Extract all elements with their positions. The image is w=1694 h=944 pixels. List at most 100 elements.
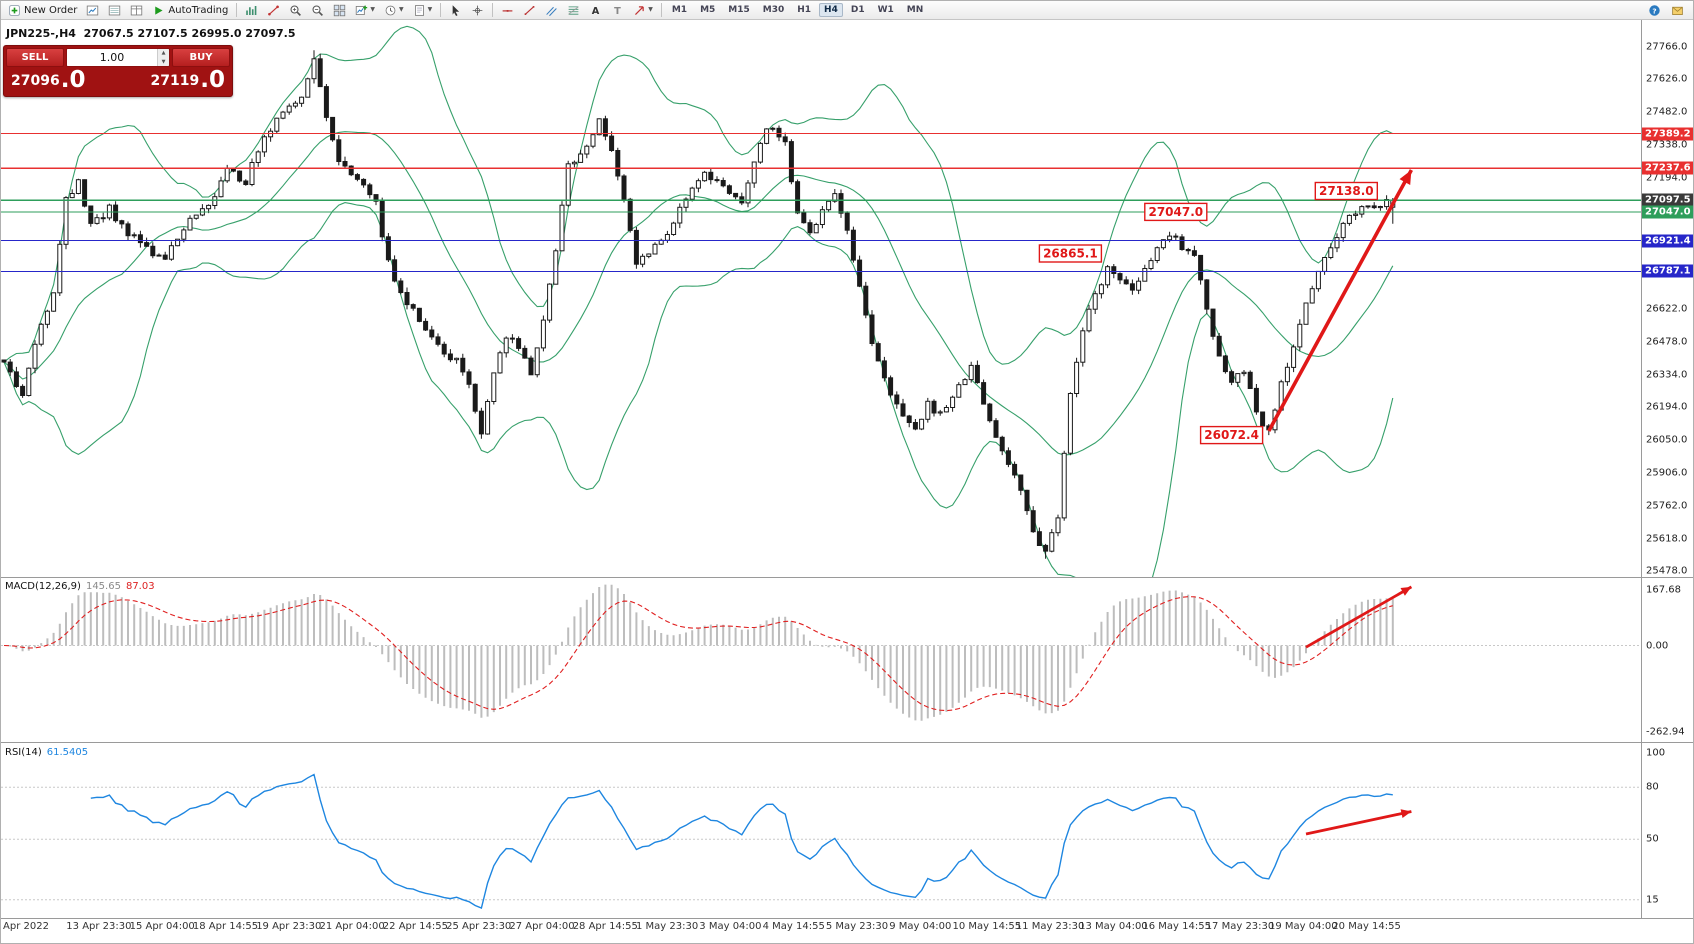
timeframe-mn-button[interactable]: MN	[906, 5, 924, 15]
price-line-label: 27097.5	[1642, 193, 1693, 207]
time-axis-label: 19 May 04:00	[1269, 921, 1338, 932]
rsi-trend-arrow[interactable]	[1305, 809, 1412, 836]
price-annotation[interactable]: 26072.4	[1199, 425, 1264, 445]
timeframe-d1-button[interactable]: D1	[850, 5, 865, 15]
rsi-indicator-canvas[interactable]	[1, 744, 1641, 917]
timeframe-m30-button[interactable]: M30	[762, 5, 785, 15]
indicator-list-icon	[246, 5, 257, 15]
arrow-objects-button[interactable]: ▼	[629, 2, 657, 19]
timeframe-w1-button[interactable]: W1	[877, 5, 894, 15]
clock-icon	[385, 5, 396, 15]
equidistant-channel-button[interactable]	[541, 2, 562, 19]
toolbar-buttons-group: New Order AutoTrading ▼ ▼ ▼ A T ▼ M1 M5 M15 M30 H1 H4…	[4, 2, 929, 19]
macd-scale-label: 167.68	[1646, 584, 1681, 596]
price-scale-label: 26334.0	[1646, 369, 1688, 381]
volume-input[interactable]	[67, 49, 157, 66]
zoom-out-button[interactable]	[307, 2, 328, 19]
panel-splitter-macd[interactable]	[1, 577, 1693, 578]
macd-indicator-canvas[interactable]	[1, 578, 1641, 741]
volume-control[interactable]: ▲ ▼	[66, 48, 170, 67]
timeframe-m15-button[interactable]: M15	[728, 5, 750, 15]
time-axis-label: Apr 2022	[3, 921, 49, 932]
macd-histogram	[9, 584, 1394, 721]
time-axis-label: 13 May 04:00	[1079, 921, 1148, 932]
dropdown-caret-icon[interactable]: ▼	[648, 6, 653, 13]
time-axis-label: 4 May 14:55	[762, 921, 825, 932]
price-scale[interactable]: 27766.0 27626.0 27482.0 27338.0 27194.0 26622…	[1642, 1, 1693, 943]
price-scale-label: 25618.0	[1646, 533, 1688, 545]
rsi-name: RSI(14)	[5, 747, 42, 758]
price-annotation[interactable]: 27138.0	[1314, 181, 1379, 201]
text-button[interactable]: A	[585, 2, 606, 19]
price-scale-label: 27626.0	[1646, 73, 1688, 85]
price-chart-canvas[interactable]: 27138.0 27047.0 26865.1 26072.4	[1, 20, 1641, 577]
price-line-label: 26921.4	[1642, 234, 1693, 248]
arrow-obj-icon	[635, 5, 644, 15]
svg-text:?: ?	[1652, 6, 1656, 15]
periods-button[interactable]: ▼	[380, 2, 408, 19]
svg-text:26865.1: 26865.1	[1043, 247, 1098, 261]
cursor-button[interactable]	[445, 2, 466, 19]
new-chart-button[interactable]: ▼	[351, 2, 379, 19]
zoom-in-button[interactable]	[285, 2, 306, 19]
time-axis-label: 11 May 23:30	[1015, 921, 1085, 932]
templates-button[interactable]: ▼	[409, 2, 437, 19]
chart-window-button[interactable]	[82, 2, 103, 19]
volume-up-icon[interactable]: ▲	[158, 49, 169, 58]
timeframe-h4-button[interactable]: H4	[819, 3, 843, 17]
autotrading-button[interactable]: AutoTrading	[148, 2, 232, 19]
chart-window-icon	[87, 5, 99, 15]
macd-name: MACD(12,26,9)	[5, 581, 81, 592]
timeframe-m5-button[interactable]: M5	[700, 5, 716, 15]
time-axis[interactable]: Apr 2022 13 Apr 23:30 15 Apr 04:00 18 Apr 1…	[1, 921, 1641, 936]
sell-price[interactable]: 27096.0	[11, 68, 85, 92]
timeframe-h1-button[interactable]: H1	[797, 5, 812, 15]
crosshair-button[interactable]	[467, 2, 488, 19]
tile-icon	[334, 4, 346, 16]
fibonacci-retracement-button[interactable]	[563, 2, 584, 19]
price-line-label: 27389.2	[1642, 127, 1693, 141]
trendline-button[interactable]	[519, 2, 540, 19]
new-chart-icon	[356, 5, 368, 15]
text-t-icon: T	[614, 6, 621, 17]
new-order-button[interactable]: New Order	[4, 2, 81, 19]
price-scale-label: 26050.0	[1646, 434, 1688, 446]
time-axis-label: 16 May 14:55	[1142, 921, 1211, 932]
candle-wicks	[3, 50, 1394, 559]
toolbar-separator	[236, 3, 238, 17]
rsi-indicator-label: RSI(14) 61.5405	[5, 747, 88, 758]
objects-list-button[interactable]	[263, 2, 284, 19]
price-annotation[interactable]: 27047.0	[1144, 202, 1208, 222]
new-order-icon	[9, 4, 20, 16]
price-scale-label: 27194.0	[1646, 172, 1688, 184]
dropdown-caret-icon[interactable]: ▼	[427, 6, 433, 13]
template-icon	[414, 4, 424, 16]
svg-text:26072.4: 26072.4	[1204, 428, 1259, 442]
time-axis-label: 5 May 23:30	[825, 921, 889, 932]
price-annotation[interactable]: 26865.1	[1038, 244, 1103, 263]
tile-windows-button[interactable]	[329, 2, 350, 19]
horizontal-line-button[interactable]	[497, 2, 518, 19]
indicator-list-button[interactable]	[241, 2, 262, 19]
alert-icon	[1672, 6, 1683, 15]
price-scale-label: 25762.0	[1646, 500, 1688, 512]
volume-down-icon[interactable]: ▼	[158, 57, 169, 66]
help-button[interactable]: ?	[1644, 2, 1665, 19]
volume-steppers[interactable]: ▲ ▼	[157, 49, 169, 66]
macd-trend-arrow[interactable]	[1305, 585, 1413, 649]
market-watch-button[interactable]	[104, 2, 125, 19]
buy-price[interactable]: 27119.0	[151, 68, 225, 92]
svg-text:27047.0: 27047.0	[1148, 205, 1203, 219]
dropdown-caret-icon[interactable]: ▼	[398, 6, 404, 13]
timeframe-m1-button[interactable]: M1	[671, 5, 688, 15]
text-label-button[interactable]: T	[607, 2, 628, 19]
notifications-button[interactable]	[1667, 2, 1688, 19]
buy-button[interactable]: BUY	[172, 48, 230, 67]
sell-button[interactable]: SELL	[6, 48, 64, 67]
panel-splitter-rsi[interactable]	[1, 742, 1693, 743]
trend-arrow[interactable]	[1267, 169, 1413, 432]
dropdown-caret-icon[interactable]: ▼	[370, 6, 375, 13]
data-window-button[interactable]	[126, 2, 147, 19]
price-line-label: 27237.6	[1642, 161, 1693, 175]
